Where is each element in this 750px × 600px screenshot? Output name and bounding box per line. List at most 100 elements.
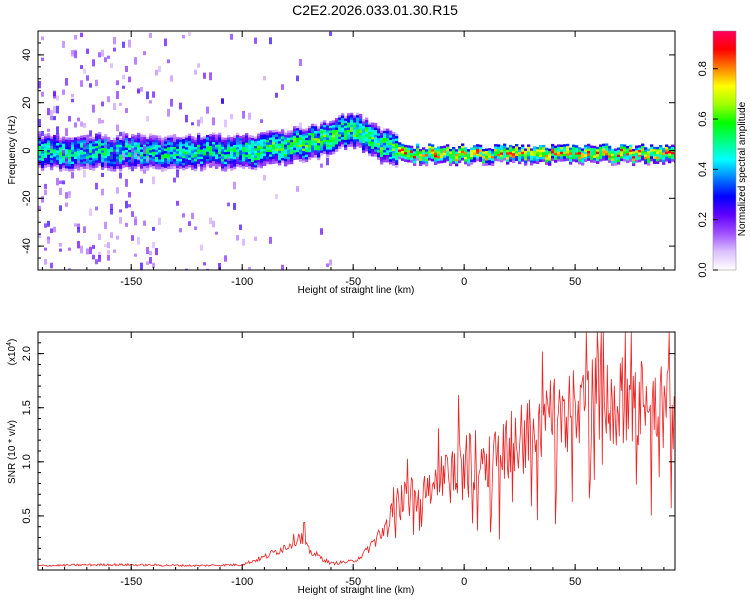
heatmap-cell: [440, 146, 444, 149]
heatmap-noise-cell: [179, 228, 182, 233]
heatmap-cell: [503, 148, 507, 152]
heatmap-cell: [122, 160, 126, 164]
heatmap-cell: [365, 124, 369, 128]
heatmap-cell: [368, 151, 372, 154]
heatmap-cell: [125, 157, 129, 160]
heatmap-cell: [365, 141, 369, 145]
heatmap-cell: [182, 143, 186, 147]
heatmap-cell: [374, 144, 378, 148]
heatmap-cell: [200, 166, 204, 170]
heatmap-cell: [179, 137, 183, 141]
heatmap-cell: [233, 152, 237, 155]
heatmap-cell: [164, 136, 168, 140]
heatmap-noise-cell: [131, 235, 134, 241]
heatmap-cell: [386, 150, 390, 153]
heatmap-cell: [602, 146, 606, 149]
heatmap-cell: [200, 161, 204, 165]
heatmap-cell: [95, 160, 99, 163]
spectrogram-ylabel: Frequency (Hz): [7, 116, 18, 185]
heatmap-cell: [284, 142, 288, 145]
heatmap-cell: [542, 159, 546, 163]
heatmap-cell: [575, 154, 579, 158]
heatmap-cell: [143, 163, 147, 167]
heatmap-cell: [638, 152, 642, 156]
heatmap-cell: [287, 159, 291, 163]
heatmap-cell: [437, 153, 441, 157]
heatmap-cell: [317, 150, 321, 154]
heatmap-cell: [53, 134, 57, 138]
heatmap-cell: [224, 152, 228, 155]
heatmap-cell: [611, 156, 615, 159]
heatmap-cell: [518, 147, 522, 150]
heatmap-cell: [110, 139, 114, 143]
heatmap-cell: [380, 149, 384, 153]
heatmap-cell: [113, 159, 117, 162]
heatmap-noise-cell: [110, 152, 113, 160]
colorbar-tick-label: 0.8: [697, 61, 709, 76]
heatmap-cell: [326, 125, 330, 129]
heatmap-cell: [485, 160, 489, 164]
heatmap-noise-cell: [152, 262, 155, 268]
heatmap-cell: [407, 157, 411, 161]
heatmap-cell: [155, 149, 159, 153]
heatmap-cell: [266, 149, 270, 153]
heatmap-cell: [68, 139, 72, 143]
heatmap-cell: [266, 130, 270, 134]
heatmap-cell: [275, 156, 279, 159]
heatmap-cell: [656, 146, 660, 150]
heatmap-cell: [257, 133, 261, 137]
heatmap-cell: [134, 147, 138, 150]
heatmap-cell: [353, 144, 357, 147]
heatmap-cell: [47, 145, 51, 148]
heatmap-cell: [653, 156, 657, 160]
heatmap-cell: [92, 160, 96, 164]
heatmap-cell: [245, 140, 249, 143]
heatmap-cell: [182, 167, 186, 171]
heatmap-noise-cell: [107, 250, 110, 255]
heatmap-cell: [86, 144, 90, 147]
heatmap-cell: [215, 139, 219, 143]
heatmap-cell: [617, 157, 621, 160]
heatmap-cell: [380, 156, 384, 160]
heatmap-cell: [659, 154, 663, 158]
heatmap-cell: [137, 140, 141, 143]
heatmap-cell: [548, 158, 552, 161]
heatmap-noise-cell: [152, 241, 155, 249]
heatmap-cell: [119, 166, 123, 170]
heatmap-cell: [188, 160, 192, 163]
heatmap-cell: [134, 156, 138, 160]
heatmap-cell: [62, 162, 66, 166]
heatmap-cell: [89, 155, 93, 158]
heatmap-cell: [242, 156, 246, 160]
heatmap-cell: [83, 139, 87, 143]
heatmap-cell: [71, 144, 75, 148]
heatmap-cell: [434, 162, 438, 165]
heatmap-cell: [233, 135, 237, 139]
heatmap-cell: [128, 147, 132, 151]
heatmap-cell: [146, 160, 150, 164]
heatmap-cell: [389, 142, 393, 146]
heatmap-cell: [347, 120, 351, 124]
heatmap-cell: [632, 163, 636, 167]
heatmap-noise-cell: [104, 161, 107, 166]
heatmap-cell: [602, 155, 606, 159]
heatmap-noise-cell: [95, 259, 98, 265]
heatmap-cell: [188, 152, 192, 156]
heatmap-cell: [488, 148, 492, 151]
heatmap-cell: [266, 142, 270, 146]
heatmap-cell: [383, 157, 387, 160]
heatmap-cell: [125, 159, 129, 163]
heatmap-cell: [464, 161, 468, 165]
heatmap-cell: [332, 141, 336, 145]
heatmap-cell: [344, 116, 348, 119]
heatmap-cell: [524, 158, 528, 161]
heatmap-cell: [356, 129, 360, 133]
spectrogram-ytick-label: 40: [21, 49, 33, 61]
heatmap-cell: [41, 163, 45, 166]
heatmap-cell: [314, 145, 318, 149]
heatmap-cell: [161, 149, 165, 153]
heatmap-cell: [596, 161, 600, 164]
heatmap-noise-cell: [188, 221, 191, 226]
heatmap-cell: [509, 149, 513, 153]
heatmap-noise-cell: [89, 246, 92, 255]
